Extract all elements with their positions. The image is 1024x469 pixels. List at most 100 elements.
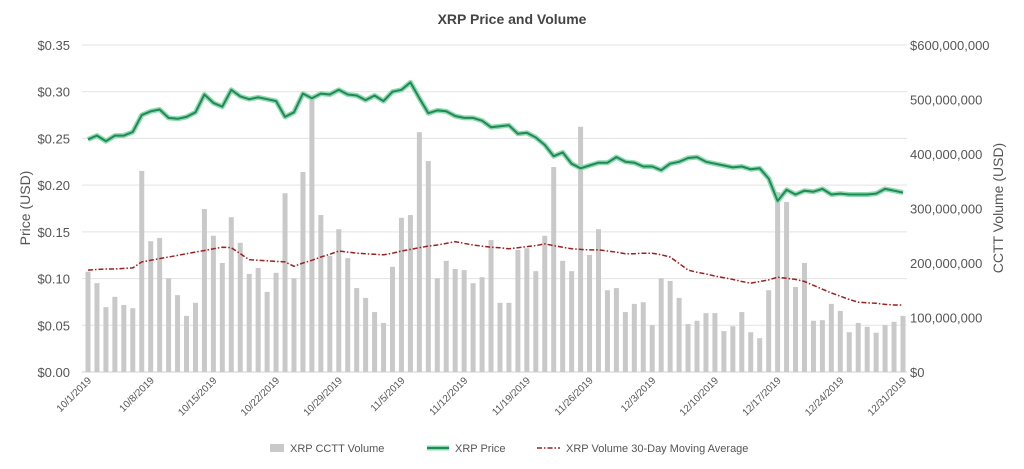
- volume-bar: [497, 302, 503, 372]
- volume-bar: [828, 303, 834, 372]
- x-axis-ticks: 10/1/2019 10/8/2019 10/15/2019 10/22/2019 10…: [55, 375, 910, 418]
- volume-bar: [372, 312, 378, 372]
- volume-bar: [676, 297, 682, 372]
- volume-bar: [103, 307, 109, 372]
- volume-bar: [94, 283, 100, 372]
- volume-bar: [757, 338, 763, 372]
- price-line: [87, 81, 904, 202]
- volume-bar: [506, 302, 512, 372]
- volume-bar: [246, 273, 252, 372]
- volume-bar: [318, 215, 324, 372]
- volume-bar: [461, 270, 467, 372]
- legend-label-moving-average: XRP Volume 30-Day Moving Average: [566, 443, 748, 455]
- x-tick-label: 12/3/2019: [619, 375, 659, 415]
- volume-bar: [228, 217, 234, 372]
- volume-bar: [569, 271, 575, 372]
- volume-bar: [703, 313, 709, 372]
- volume-bar: [730, 326, 736, 372]
- volume-bar: [434, 278, 440, 372]
- volume-bar: [184, 315, 190, 372]
- volume-bar: [622, 312, 628, 372]
- x-tick-label: 10/29/2019: [302, 375, 345, 418]
- volume-bar: [819, 320, 825, 372]
- volume-bar: [381, 322, 387, 372]
- volume-bar: [712, 313, 718, 372]
- x-tick-label: 11/5/2019: [369, 375, 408, 414]
- volume-bar: [595, 229, 601, 372]
- volume-bar: [846, 332, 852, 372]
- volume-bar: [390, 266, 396, 372]
- volume-bar: [264, 291, 270, 372]
- volume-bar: [891, 321, 897, 372]
- x-tick-label: 10/15/2019: [176, 375, 219, 418]
- series-lines: [87, 79, 904, 306]
- volume-bar: [810, 320, 816, 372]
- moving-average-line: [87, 240, 903, 306]
- volume-bar: [470, 283, 476, 372]
- volume-bar: [112, 296, 118, 372]
- volume-bar: [237, 242, 243, 372]
- x-tick-label: 12/24/2019: [803, 375, 846, 418]
- volume-bar: [739, 312, 745, 372]
- volume-bar: [219, 263, 225, 372]
- volume-bar: [882, 325, 888, 372]
- volume-bar: [542, 235, 548, 372]
- volume-bar: [425, 161, 431, 372]
- legend: XRP CCTT Volume XRP Price XRP Volume 30-…: [270, 443, 748, 455]
- volume-bar: [855, 322, 861, 372]
- volume-bar: [801, 263, 807, 372]
- volume-bar: [524, 248, 530, 372]
- volume-bar: [900, 315, 906, 372]
- left-axis-title: Price (USD): [17, 171, 33, 246]
- volume-bar: [640, 302, 646, 372]
- volume-bar: [273, 272, 279, 372]
- legend-label-volume: XRP CCTT Volume: [290, 443, 384, 455]
- left-axis-ticks: $0.00 $0.05 $0.10 $0.15 $0.20 $0.25 $0.30 $0.35: [37, 38, 70, 380]
- volume-bar: [443, 260, 449, 372]
- volume-bar: [748, 332, 754, 372]
- left-tick-label: $0.05: [37, 318, 70, 333]
- volume-bar: [121, 304, 127, 372]
- volume-bar: [864, 326, 870, 372]
- volume-bars: [85, 100, 906, 373]
- volume-bar: [354, 288, 360, 372]
- legend-label-price: XRP Price: [455, 443, 506, 455]
- left-tick-label: $0.20: [37, 178, 70, 193]
- left-tick-label: $0.15: [37, 225, 70, 240]
- volume-bar: [345, 258, 351, 372]
- volume-bar: [192, 302, 198, 372]
- volume-bar: [291, 278, 297, 372]
- volume-bar: [327, 255, 333, 372]
- volume-bar: [631, 303, 637, 372]
- left-tick-label: $0.25: [37, 131, 70, 146]
- volume-bar: [363, 297, 369, 372]
- volume-bar: [309, 100, 315, 373]
- x-tick-label: 12/31/2019: [866, 375, 909, 418]
- right-tick-label: 500,000,000: [910, 93, 982, 108]
- volume-bar: [721, 331, 727, 372]
- right-tick-label: 400,000,000: [910, 147, 982, 162]
- x-tick-label: 10/8/2019: [118, 375, 158, 415]
- volume-bar: [685, 324, 691, 372]
- volume-bar: [694, 320, 700, 372]
- volume-bar: [551, 167, 557, 372]
- volume-bar: [658, 278, 664, 372]
- volume-bar: [139, 170, 145, 372]
- x-tick-label: 11/19/2019: [490, 375, 533, 418]
- legend-swatch-volume: [270, 444, 284, 452]
- right-tick-label: 300,000,000: [910, 202, 982, 217]
- left-tick-label: $0.10: [37, 272, 70, 287]
- volume-bar: [604, 290, 610, 372]
- volume-bar: [488, 240, 494, 372]
- volume-bar: [452, 268, 458, 372]
- volume-bar: [255, 267, 261, 372]
- x-tick-label: 10/22/2019: [239, 375, 282, 418]
- x-tick-label: 10/1/2019: [55, 375, 95, 415]
- volume-bar: [130, 308, 136, 372]
- right-tick-label: 100,000,000: [910, 311, 982, 326]
- left-tick-label: $0.30: [37, 85, 70, 100]
- right-tick-label: $600,000,000: [910, 38, 990, 53]
- volume-bar: [667, 280, 673, 372]
- volume-bar: [793, 286, 799, 372]
